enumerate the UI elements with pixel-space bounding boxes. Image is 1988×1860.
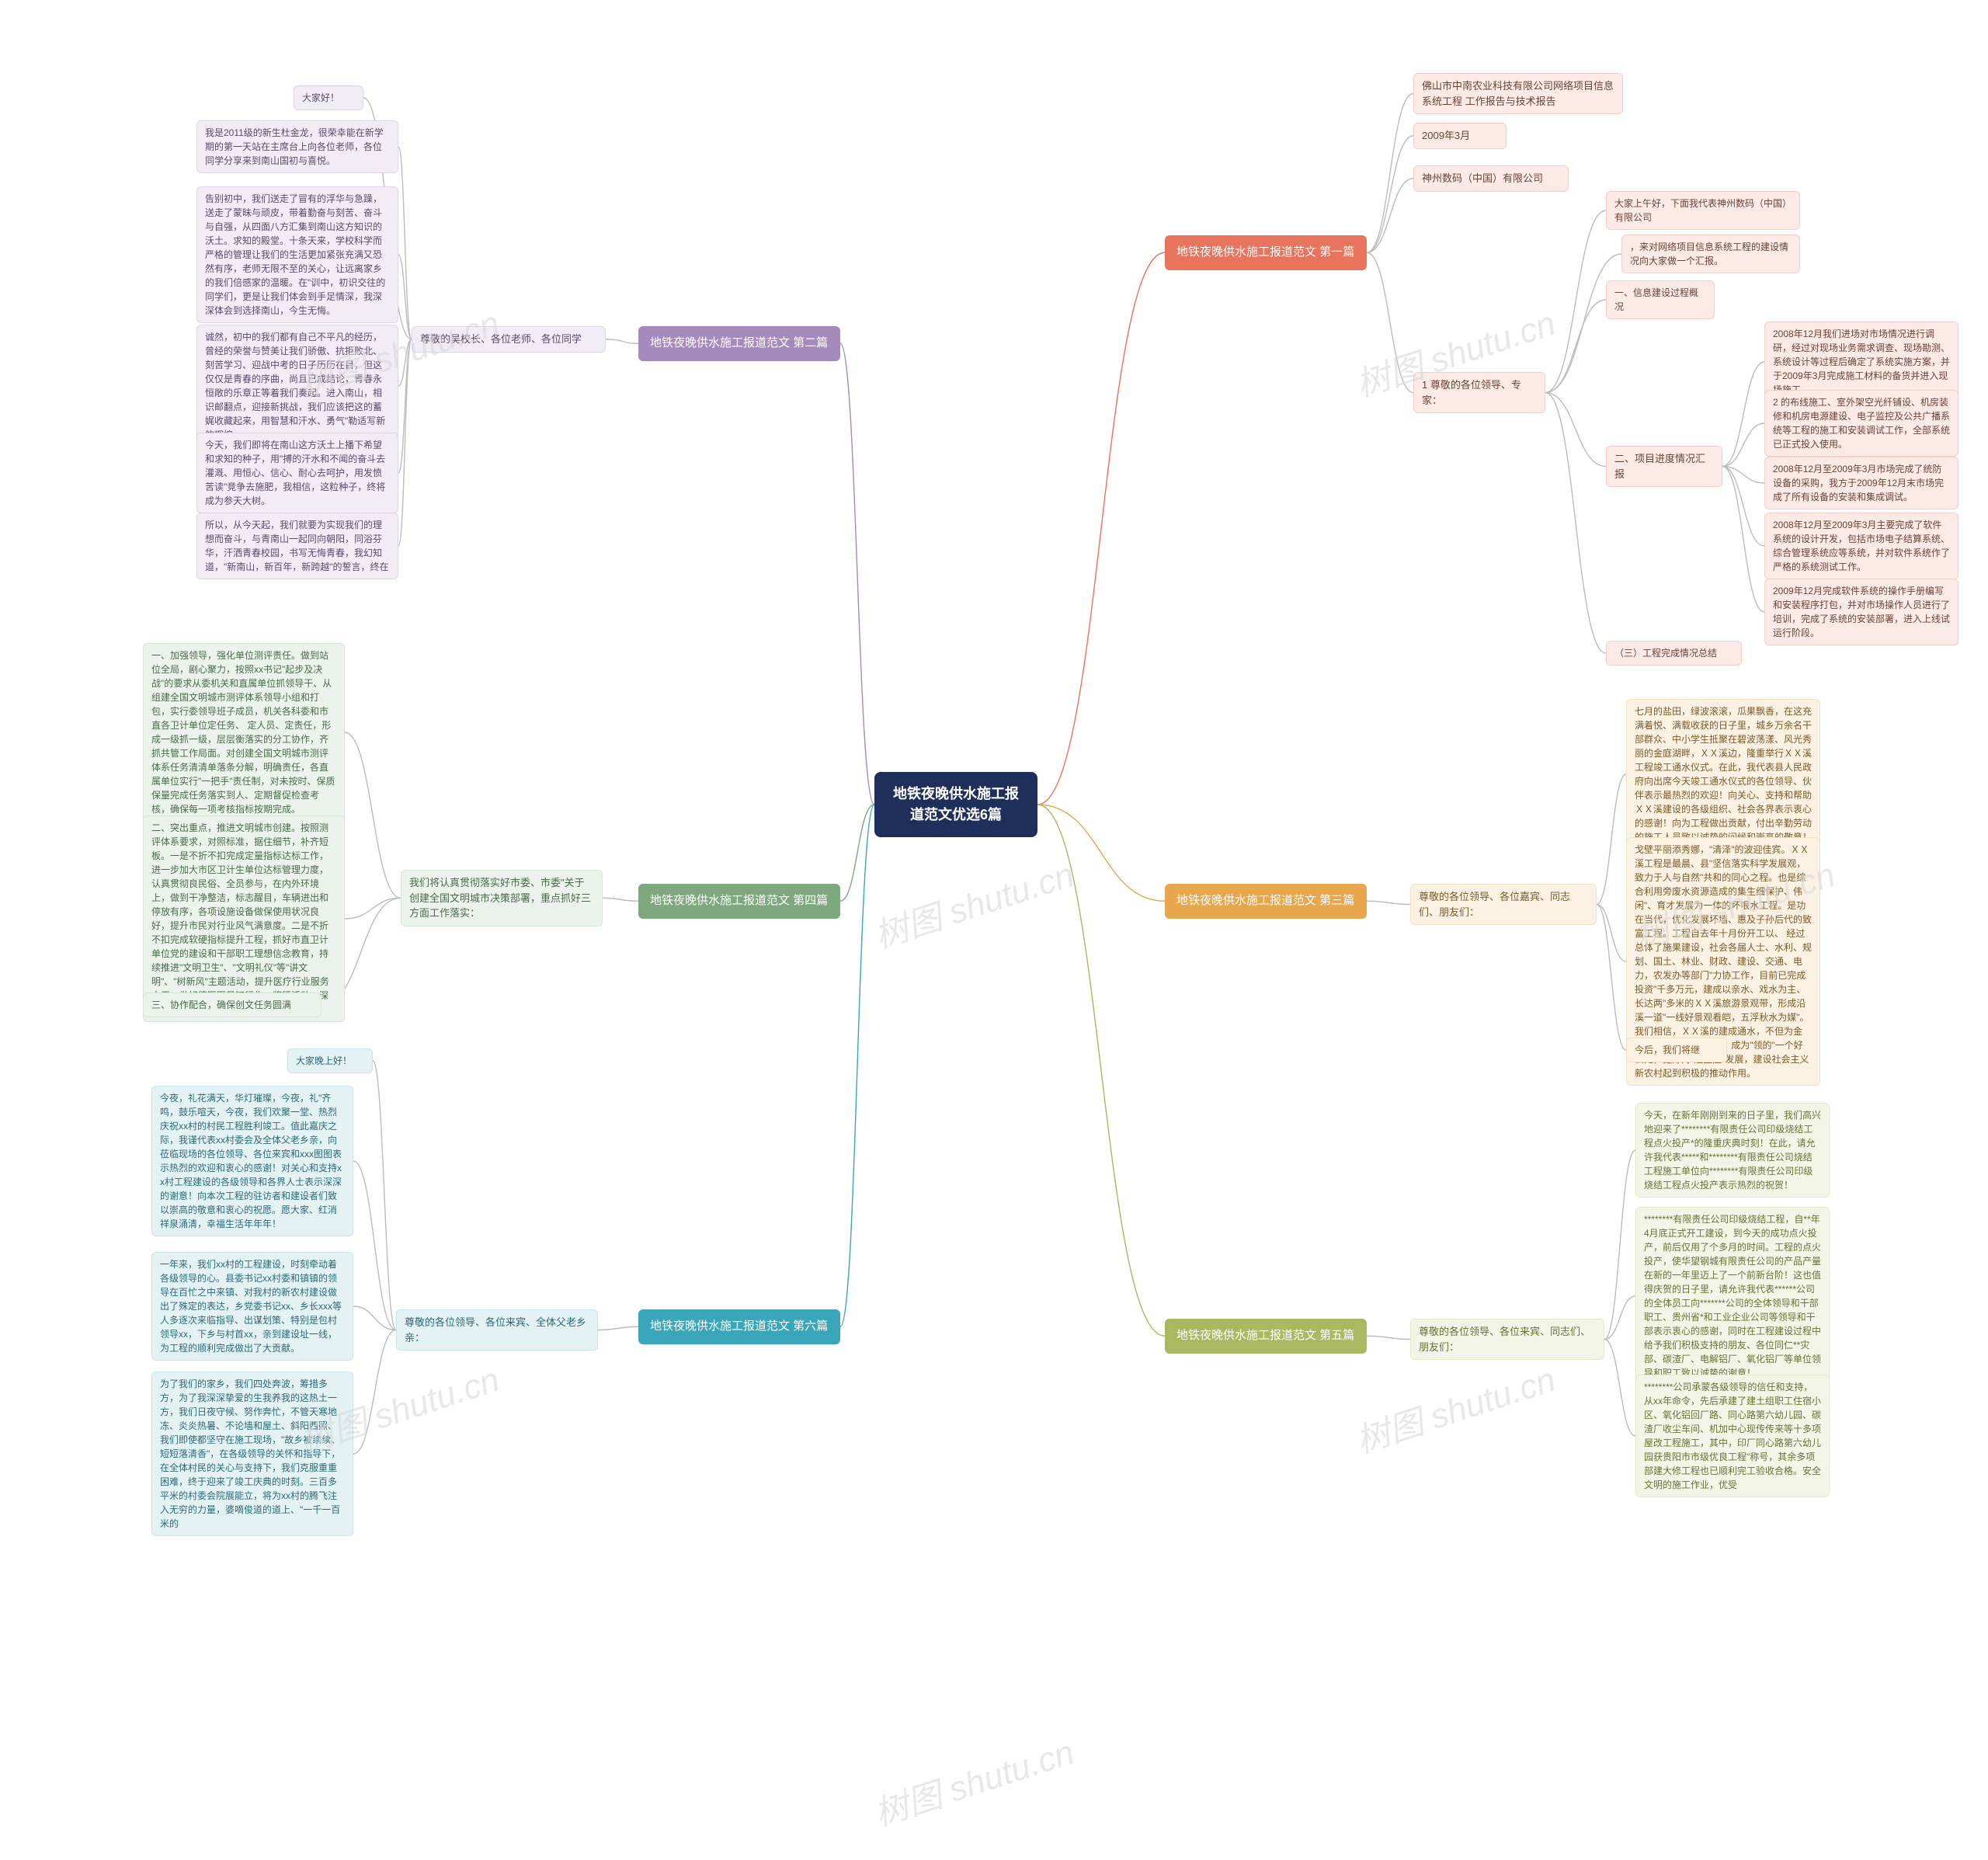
mindmap-node[interactable]: 大家上午好，下面我代表神州数码（中国）有限公司	[1606, 191, 1800, 230]
mindmap-node[interactable]: 尊敬的各位领导、各位来宾、同志们、朋友们：	[1410, 1319, 1604, 1360]
mindmap-node[interactable]: 2008年12月至2009年3月市场完成了统防设备的采购，我方于2009年12月…	[1764, 457, 1958, 509]
mindmap-node[interactable]: 大家晚上好！	[287, 1048, 373, 1073]
mindmap-node[interactable]: 地铁夜晚供水施工报道范文 第六篇	[638, 1309, 840, 1344]
mindmap-node[interactable]: 2 的布线施工、室外架空光纤铺设、机房装修和机房电源建设、电子监控及公共广播系统…	[1764, 390, 1958, 457]
watermark-text: 树图 shutu.cn	[1349, 1351, 1561, 1462]
mindmap-edge	[398, 339, 412, 473]
mindmap-edge	[1722, 362, 1764, 467]
mindmap-node[interactable]: 1 尊敬的各位领导、专家：	[1413, 372, 1545, 413]
mindmap-node[interactable]: 2008年12月至2009年3月主要完成了软件系统的设计开发，包括市场电子结算系…	[1764, 513, 1958, 579]
mindmap-node[interactable]: 所以，从今天起，我们就要为实现我们的理想而奋斗，与青南山一起同向朝阳，同浴芬华，…	[196, 513, 398, 579]
mindmap-node[interactable]: 今天，在新年刚刚到来的日子里，我们高兴地迎来了********有限责任公司印级烧…	[1635, 1103, 1830, 1198]
mindmap-node[interactable]: 二、突出重点，推进文明城市创建。按照测评体系要求，对照标准，据住细节，补齐短板。…	[143, 815, 345, 1022]
mindmap-edge	[1367, 252, 1413, 392]
mindmap-node[interactable]: 一、加强领导，强化单位测评责任。做到站位全局，剧心聚力，按照xx书记"起步及决战…	[143, 643, 345, 822]
mindmap-node[interactable]: 二、项目进度情况汇报	[1606, 446, 1722, 487]
mindmap-node[interactable]: 七月的盐田，绿波滚滚，瓜果飘香，在这充满着悦、满载收获的日子里，城乡万余名干部群…	[1626, 699, 1820, 850]
mindmap-edge	[398, 339, 412, 546]
watermark-text: 树图 shutu.cn	[867, 1724, 1079, 1835]
mindmap-edge	[840, 805, 874, 901]
mindmap-edge	[1597, 905, 1626, 1051]
mindmap-edge	[373, 1061, 396, 1330]
mindmap-edge	[1722, 423, 1764, 467]
mindmap-edge	[1367, 136, 1413, 253]
mindmap-node[interactable]: 神州数码（中国）有限公司	[1413, 165, 1569, 192]
mindmap-node[interactable]: 尊敬的吴校长、各位老师、各位同学	[412, 326, 606, 353]
watermark-text: 树图 shutu.cn	[867, 847, 1079, 958]
mindmap-edge	[1037, 252, 1165, 805]
mindmap-edge	[353, 1161, 396, 1330]
mindmap-edge	[1367, 179, 1413, 253]
mindmap-edge	[1545, 254, 1621, 393]
mindmap-edge	[1367, 901, 1410, 904]
mindmap-edge	[1597, 774, 1626, 905]
mindmap-node[interactable]: 地铁夜晚供水施工报道范文 第四篇	[638, 884, 840, 919]
mindmap-node[interactable]: 尊敬的各位领导、各位嘉宾、同志们、朋友们：	[1410, 884, 1597, 925]
mindmap-node[interactable]: 我是2011级的新生杜金龙，很荣幸能在新学期的第一天站在主席台上向各位老师，各位…	[196, 120, 398, 173]
mindmap-node[interactable]: 佛山市中南农业科技有限公司网络项目信息系统工程 工作报告与技术报告	[1413, 73, 1623, 114]
mindmap-node[interactable]: 一年来，我们xx村的工程建设，时刻牵动着各级领导的心。县委书记xx村委和镇镇的领…	[151, 1252, 353, 1361]
mindmap-edge	[1597, 905, 1626, 962]
mindmap-node[interactable]: 地铁夜晚供水施工报道范文 第五篇	[1165, 1319, 1367, 1354]
mindmap-node[interactable]: 告别初中，我们送走了冒有的浮华与急躁，送走了蒙昧与顽皮，带着勤奋与刻苦、奋斗与自…	[196, 186, 398, 323]
mindmap-edge	[1037, 805, 1165, 901]
mindmap-node[interactable]: 为了我们的家乡，我们四处奔波，筹措多方，为了我深深挚爱的生我养我的这热土一方，我…	[151, 1372, 353, 1536]
mindmap-edge	[1604, 1340, 1635, 1437]
mindmap-node[interactable]: 2009年3月	[1413, 123, 1507, 149]
mindmap-edge	[1545, 393, 1606, 467]
mindmap-edge	[1722, 467, 1764, 613]
mindmap-node[interactable]: 三、协作配合，确保创文任务圆满	[143, 993, 321, 1017]
mindmap-edge	[1545, 300, 1606, 393]
mindmap-node[interactable]: 地铁夜晚供水施工报道范文 第三篇	[1165, 884, 1367, 919]
mindmap-edge	[1545, 393, 1606, 654]
mindmap-edge	[398, 339, 412, 386]
mindmap-node[interactable]: 一、信息建设过程概况	[1606, 280, 1715, 319]
mindmap-node[interactable]: 今后，我们将继	[1626, 1038, 1727, 1062]
mindmap-node[interactable]: 我们将认真贯彻落实好市委、市委"关于创建全国文明城市决策部署，重点抓好三方面工作…	[401, 870, 603, 927]
mindmap-node[interactable]: ********公司承蒙各级领导的信任和支持，从xx年命令，先后承建了建土组职工…	[1635, 1375, 1830, 1497]
mindmap-node[interactable]: 诚然，初中的我们都有自己不平凡的经历，曾经的荣誉与赞美让我们骄傲、抗拒败北、刻苦…	[196, 325, 398, 447]
mindmap-node[interactable]: 今天，我们即将在南山这方沃土上播下希望和求知的种子，用"搏的汗水和不闻的奋斗去灌…	[196, 433, 398, 513]
mindmap-edge	[603, 898, 638, 901]
mindmap-canvas: 地铁夜晚供水施工报道范文优选6篇 地铁夜晚供水施工报道范文 第一篇 佛山市中南农业科…	[0, 0, 1988, 1860]
mindmap-node[interactable]: （三）工程完成情况总结	[1606, 641, 1742, 666]
mindmap-node[interactable]: 地铁夜晚供水施工报道范文 第二篇	[638, 326, 840, 361]
mindmap-edge	[1722, 467, 1764, 484]
mindmap-edge	[345, 732, 401, 898]
mindmap-node[interactable]: 地铁夜晚供水施工报道范文 第一篇	[1165, 235, 1367, 270]
mindmap-edge	[840, 343, 874, 805]
mindmap-edge	[1604, 1296, 1635, 1340]
mindmap-node[interactable]: ********有限责任公司印级烧结工程，自**年4月底正式开工建设，到今天的成…	[1635, 1207, 1830, 1385]
mindmap-edge	[398, 147, 412, 339]
mindmap-edge	[1545, 210, 1606, 393]
mindmap-node[interactable]: 大家好！	[294, 85, 363, 110]
mindmap-node[interactable]: ，来对网络项目信息系统工程的建设情况向大家做一个汇报。	[1621, 235, 1800, 273]
mindmap-edge	[1722, 467, 1764, 547]
mindmap-edge	[1604, 1150, 1635, 1340]
mindmap-edge	[1367, 1336, 1410, 1339]
mindmap-edge	[353, 1330, 396, 1455]
mindmap-node[interactable]: 尊敬的各位领导、各位来宾、全体父老乡亲：	[396, 1309, 598, 1351]
mindmap-edge	[345, 898, 401, 919]
mindmap-edge	[840, 805, 874, 1326]
mindmap-edge	[398, 255, 412, 339]
mindmap-edge	[353, 1306, 396, 1330]
mindmap-node[interactable]: 今夜，礼花满天，华灯璀璨，今夜，礼"齐鸣，鼓乐喧天，今夜，我们欢聚一堂、热烈庆祝…	[151, 1086, 353, 1236]
mindmap-node[interactable]: 地铁夜晚供水施工报道范文优选6篇	[874, 772, 1037, 837]
mindmap-edge	[1367, 94, 1413, 253]
mindmap-edge	[598, 1326, 638, 1330]
mindmap-node[interactable]: 2009年12月完成软件系统的操作手册编写和安装程序打包，并对市场操作人员进行了…	[1764, 579, 1958, 645]
mindmap-edge	[1037, 805, 1165, 1336]
mindmap-edge	[606, 339, 638, 344]
